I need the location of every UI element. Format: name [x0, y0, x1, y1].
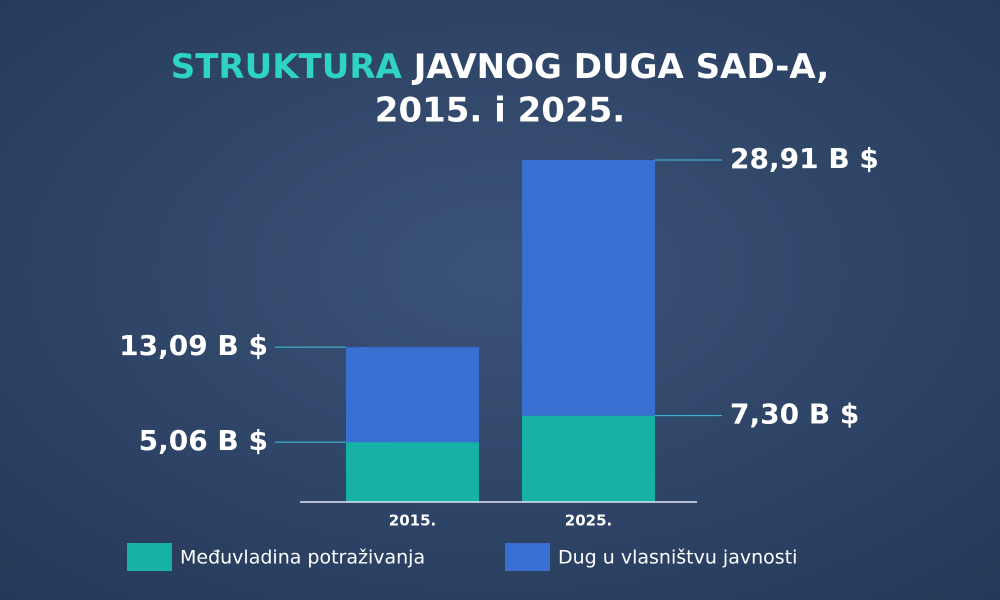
bar-segment: [522, 415, 655, 502]
x-tick-label: 2025.: [565, 512, 612, 530]
title-highlight: STRUKTURA: [171, 47, 403, 87]
title-part: JAVNOG DUGA SAD-A,: [412, 47, 830, 87]
x-tick-label: 2015.: [389, 512, 436, 530]
title-part: 2015. i 2025.: [375, 91, 625, 131]
bar-segment: [346, 442, 479, 502]
bar-segment: [346, 347, 479, 443]
value-label: 7,30 B $: [730, 398, 859, 431]
legend-label: Međuvladina potraživanja: [180, 547, 425, 569]
legend-swatch: [505, 543, 550, 571]
bar-segment: [522, 160, 655, 416]
total-label: 13,09 B $: [119, 329, 268, 362]
legend-swatch: [127, 543, 172, 571]
total-label: 28,91 B $: [730, 142, 879, 175]
legend-label: Dug u vlasništvu javnosti: [558, 547, 797, 569]
value-label: 5,06 B $: [139, 424, 268, 457]
chart-title: STRUKTURA JAVNOG DUGA SAD-A,: [171, 47, 830, 87]
